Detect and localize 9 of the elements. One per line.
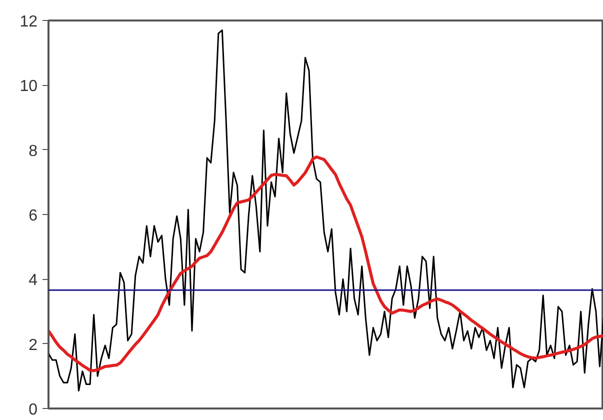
y-tick-label: 8 [28,142,38,160]
y-tick-label: 10 [20,78,38,96]
y-tick-label: 6 [28,208,38,224]
y-tick-label: 2 [28,336,38,354]
y-tick-label: 12 [20,14,38,30]
y-tick-label: 0 [28,402,38,418]
line-series [48,155,603,372]
y-tick-label: 4 [28,272,38,290]
line-series [48,29,603,392]
